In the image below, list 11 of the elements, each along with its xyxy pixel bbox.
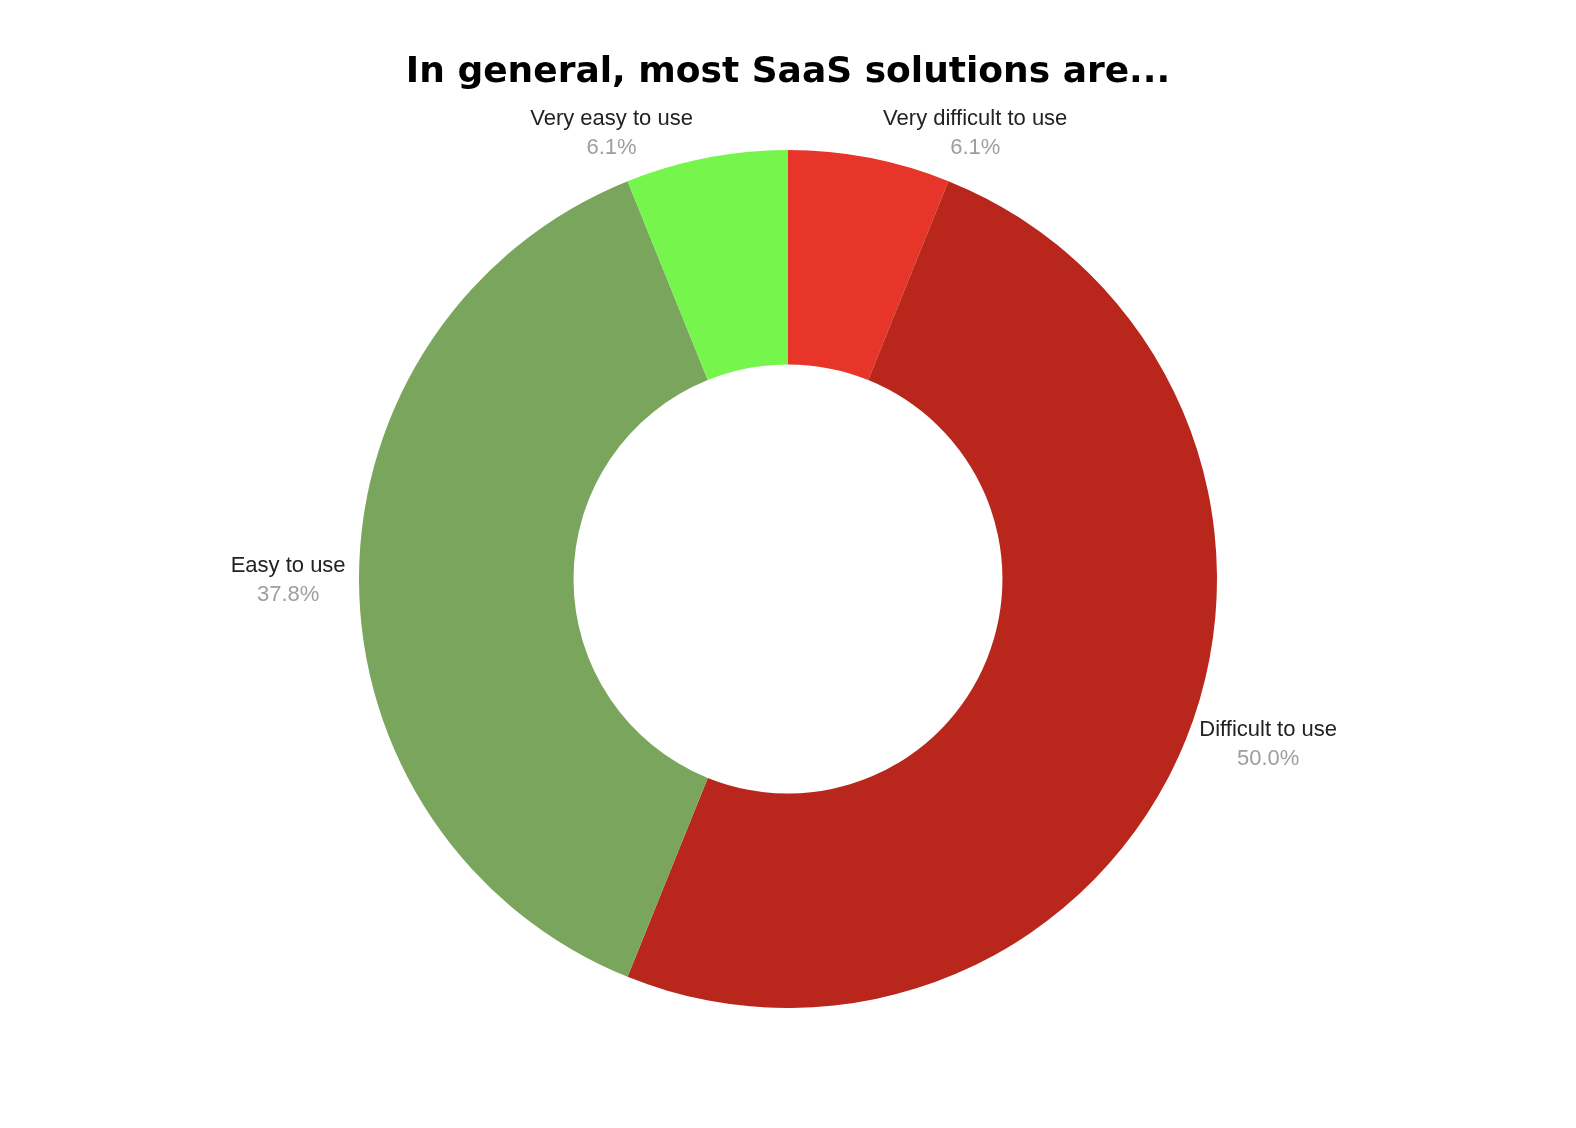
donut-slice [359,181,708,977]
data-label: 6.1% [950,133,1001,159]
data-label: 37.8% [256,580,320,606]
chart-title: In general, most SaaS solutions are... [405,48,1171,90]
data-label: 50.0% [1236,744,1300,770]
donut-slice [788,150,949,381]
data-label: 6.1% [586,133,637,159]
slice-label: Easy to use [230,552,346,578]
slice-label: Very easy to use [530,105,693,131]
slice-label: Very difficult to use [883,105,1068,131]
slice-label: Difficult to use [1199,716,1338,742]
